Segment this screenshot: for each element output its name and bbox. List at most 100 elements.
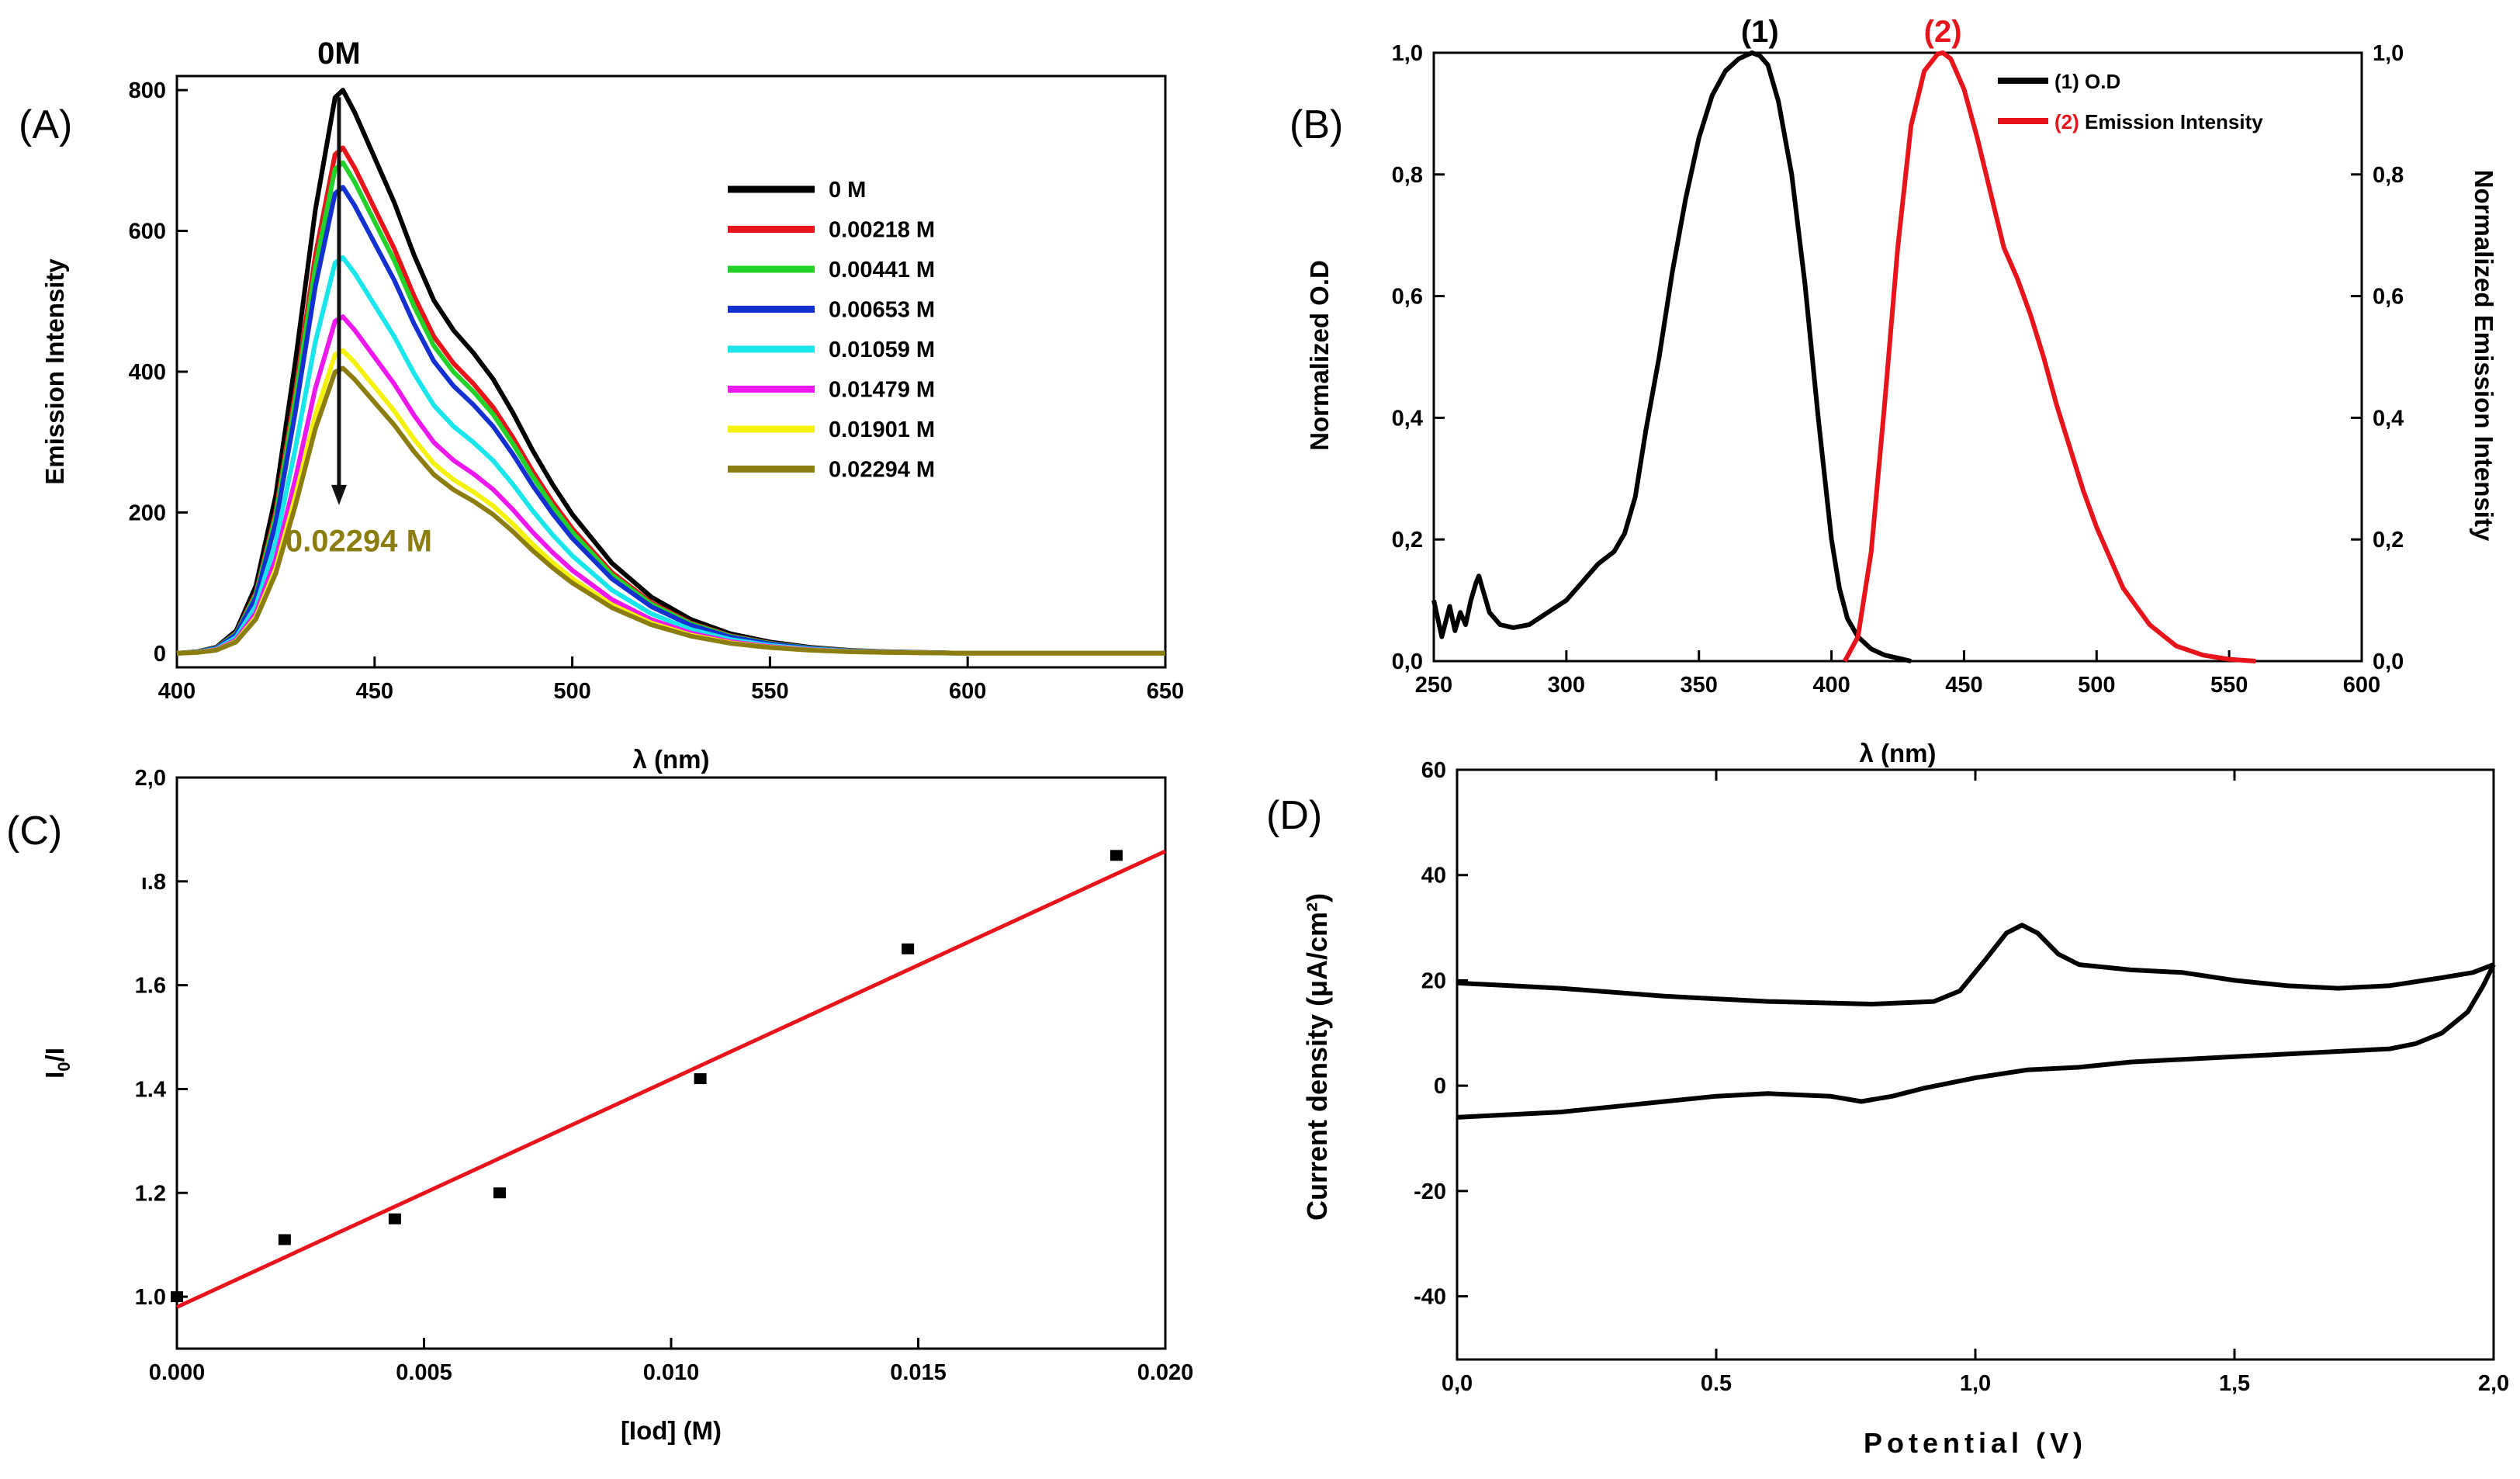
panel-a-x-tick-label: 400 [158, 679, 196, 704]
panel-c-data-point [493, 1187, 506, 1199]
panel-b-legend-prefix: (1) [2054, 70, 2085, 93]
panel-d-x-tick-label: 1,0 [1960, 1371, 1991, 1396]
panel-b-y-tick-label: 0,4 [1392, 406, 1423, 431]
panel-c-x-tick-label: 0.000 [149, 1360, 206, 1385]
panel-b-y-tick-label: 0,0 [1392, 649, 1423, 674]
panel-b-y-axis-label: Normalized O.D [1305, 260, 1334, 451]
panel-d-y-tick-label: 60 [1421, 758, 1446, 783]
panel-d-y-tick-label: -20 [1414, 1179, 1446, 1204]
panel-a-y-tick-label: 400 [129, 360, 166, 385]
panel-a-legend-entry: 0.00441 M [829, 258, 935, 282]
panel-b-peak-label: (1) [1741, 15, 1779, 49]
panel-b-x-tick-label: 450 [1945, 673, 1982, 698]
panel-c-fit-line [175, 849, 1167, 1309]
panel-b-x-axis-label: λ (nm) [1860, 739, 1937, 767]
panel-a-annotation-start: 0M [317, 36, 361, 71]
panel-d-x-tick-label: 2,0 [2478, 1371, 2509, 1396]
panel-b-y2-tick-label: 0,4 [2373, 406, 2404, 431]
panel-b-series-line [1843, 50, 2256, 663]
panel-a-arrow-head [331, 484, 347, 505]
panel-d-y-tick-label: 20 [1421, 968, 1446, 993]
panel-d-x-tick-label: 0,0 [1442, 1371, 1473, 1396]
panel-b-x-tick-label: 300 [1548, 673, 1585, 698]
panel-c-y-tick-label: 2,0 [135, 766, 166, 791]
panel-c-x-tick-label: 0.015 [890, 1360, 947, 1385]
panel-a-y-axis-label: Emission Intensity [40, 258, 69, 485]
panel-a-series-line [176, 365, 1165, 656]
panel-d-y-axis-label: Current density (μA/cm²) [1301, 893, 1333, 1221]
panel-c-data-point [171, 1291, 183, 1303]
panel-d-x-tick-label: 0.5 [1701, 1371, 1732, 1396]
panel-c-y-axis-label-part: 0 [54, 1062, 74, 1071]
panel-a-annotation-end: 0.02294 M [286, 525, 432, 559]
panel-b-x-tick-label: 250 [1415, 673, 1452, 698]
panel-c-label: (C) [6, 809, 62, 854]
panel-b-y2-axis-label: Normalized Emission Intensity [2470, 170, 2498, 542]
panel-c-y-tick-label: 1.4 [135, 1077, 166, 1102]
panel-a-x-tick-label: 500 [553, 679, 590, 704]
panel-a-series-line [176, 185, 1165, 656]
panel-a-y-tick-label: 600 [129, 220, 166, 244]
panel-b-series-line [1431, 50, 1912, 663]
panel-a-x-tick-label: 450 [356, 679, 393, 704]
panel-b-y2-tick-label: 1,0 [2373, 41, 2404, 66]
panel-b-y-tick-label: 1,0 [1392, 41, 1423, 66]
panel-b-plot-frame [1432, 51, 2363, 663]
panel-b-x-tick-label: 350 [1681, 673, 1718, 698]
panel-a-legend-entry: 0 M [829, 178, 866, 203]
panel-a-series-line [176, 314, 1165, 656]
panel-b-x-tick-label: 500 [2078, 673, 2115, 698]
panel-b-label: (B) [1289, 102, 1343, 147]
panel-c-plot-frame [175, 776, 1167, 1350]
panel-a-legend-entry: 0.00218 M [829, 218, 935, 243]
panel-a-x-axis-label: λ (nm) [633, 745, 710, 774]
panel-d-x-tick-label: 1,5 [2219, 1371, 2250, 1396]
panel-c-x-tick-label: 0.005 [396, 1360, 452, 1385]
panel-c-x-axis-label: [Iod] (M) [621, 1416, 722, 1445]
panel-a-label: (A) [19, 102, 72, 147]
panel-a-legend-entry: 0.01059 M [829, 338, 935, 362]
panel-b-x-tick-label: 550 [2210, 673, 2248, 698]
panel-a-legend-entry: 0.01479 M [829, 378, 935, 403]
panel-b-y2-tick-label: 0,8 [2373, 163, 2404, 188]
panel-b-y-tick-label: 0,2 [1392, 528, 1423, 552]
panel-b-y2-tick-label: 0,2 [2373, 528, 2404, 552]
panel-c-y-axis-label: I0/I [40, 1048, 74, 1079]
panel-c-x-tick-label: 0.020 [1137, 1360, 1194, 1385]
panel-a-x-tick-label: 550 [751, 679, 788, 704]
panel-c-y-tick-label: ı.8 [141, 870, 166, 895]
panel-c-y-axis-label-part: /I [40, 1048, 69, 1062]
panel-b-y-tick-label: 0,6 [1392, 285, 1423, 310]
panel-d-plot-frame [1456, 768, 2495, 1361]
panel-b-legend-text: Emission Intensity [2085, 110, 2263, 133]
panel-b-legend-entry: (1) O.D [2054, 70, 2120, 93]
panel-a-legend-entry: 0.02294 M [829, 458, 935, 483]
panel-b-legend-entry: (2) Emission Intensity [2054, 110, 2263, 133]
panel-c-data-point [278, 1234, 291, 1245]
panel-b-legend-text: O.D [2085, 70, 2120, 93]
panel-d-y-tick-label: 40 [1421, 864, 1446, 888]
panel-d-label: (D) [1266, 793, 1322, 838]
panel-c-y-tick-label: 1.6 [135, 974, 166, 999]
panel-c-data-point [694, 1073, 707, 1085]
panel-c-y-tick-label: 1.0 [135, 1285, 166, 1310]
panel-a-y-tick-label: 200 [129, 501, 166, 525]
panel-d-series-line [1456, 923, 2495, 1006]
panel-b-y2-tick-label: 0,0 [2373, 649, 2404, 674]
panel-d-y-tick-label: -40 [1414, 1285, 1446, 1310]
panel-c-data-point [388, 1213, 401, 1224]
panel-c-x-tick-label: 0.010 [643, 1360, 700, 1385]
panel-d-series-line [1456, 963, 2496, 1120]
panel-d-x-axis-label: Potential (V) [1864, 1427, 2087, 1459]
panel-c-y-tick-label: 1.2 [135, 1181, 166, 1206]
panel-c-y-axis-label-part: I [40, 1072, 69, 1079]
panel-b-x-tick-label: 600 [2343, 673, 2380, 698]
panel-a-y-tick-label: 800 [129, 78, 166, 103]
panel-a-legend-entry: 0.01901 M [829, 417, 935, 442]
panel-c-data-point [902, 943, 915, 954]
panel-b-y-tick-label: 0,8 [1392, 163, 1423, 188]
panel-a-x-tick-label: 600 [949, 679, 986, 704]
panel-a-y-tick-label: 0 [154, 642, 166, 667]
panel-c-data-point [1109, 850, 1123, 861]
